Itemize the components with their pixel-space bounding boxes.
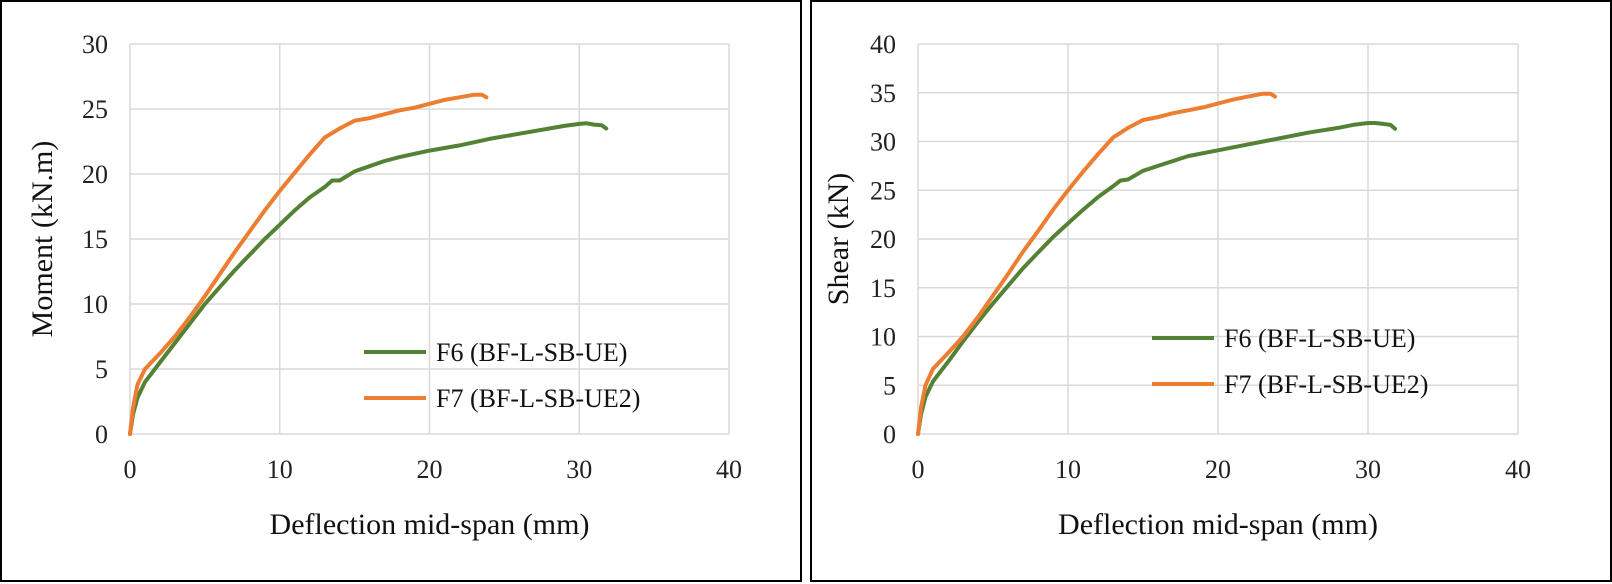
legend-label: F7 (BF-L-SB-UE2) <box>1224 370 1428 399</box>
x-tick-label: 20 <box>417 455 443 484</box>
x-tick-label: 0 <box>124 455 137 484</box>
y-tick-label: 10 <box>82 290 108 319</box>
moment-chart: 0 5 10 15 20 25 30 0 10 20 30 40 Deflection mid-span… <box>26 30 742 541</box>
x-tick-label: 30 <box>566 455 592 484</box>
y-tick-label: 5 <box>883 371 896 400</box>
x-axis-title: Deflection mid-span (mm) <box>270 508 590 541</box>
y-tick-label: 10 <box>870 323 896 352</box>
shear-chart: 0 5 10 15 20 25 30 35 40 0 10 20 30 40 Deflection mid-… <box>822 30 1531 541</box>
y-tick-label: 30 <box>870 128 896 157</box>
x-tick-label: 10 <box>1055 455 1081 484</box>
y-tick-label: 5 <box>95 355 108 384</box>
y-tick-label: 15 <box>82 225 108 254</box>
legend-label: F6 (BF-L-SB-UE) <box>436 338 627 367</box>
legend-label: F6 (BF-L-SB-UE) <box>1224 324 1415 353</box>
x-tick-label: 20 <box>1205 455 1231 484</box>
y-tick-label: 25 <box>82 95 108 124</box>
x-tick-label: 30 <box>1355 455 1381 484</box>
y-tick-label: 20 <box>82 160 108 189</box>
y-tick-label: 15 <box>870 274 896 303</box>
x-tick-label: 0 <box>912 455 925 484</box>
y-tick-label: 0 <box>95 420 108 449</box>
x-axis-title: Deflection mid-span (mm) <box>1058 508 1378 541</box>
legend-label: F7 (BF-L-SB-UE2) <box>436 384 640 413</box>
shear-chart-panel: 0 5 10 15 20 25 30 35 40 0 10 20 30 40 Deflection mid-… <box>810 0 1612 582</box>
y-axis-title: Moment (kN.m) <box>26 141 59 338</box>
y-axis-title: Shear (kN) <box>822 173 855 305</box>
series-line-f6 <box>128 121 609 436</box>
x-tick-label: 10 <box>267 455 293 484</box>
y-tick-label: 35 <box>870 79 896 108</box>
y-tick-label: 40 <box>870 30 896 59</box>
y-tick-label: 25 <box>870 176 896 205</box>
y-tick-label: 0 <box>883 420 896 449</box>
y-tick-label: 30 <box>82 30 108 59</box>
x-tick-label: 40 <box>1505 455 1531 484</box>
series-line-f6 <box>916 121 1397 436</box>
moment-chart-panel: 0 5 10 15 20 25 30 0 10 20 30 40 Deflection mid-span… <box>0 0 802 582</box>
series-line-f7 <box>916 91 1277 436</box>
x-tick-label: 40 <box>716 455 742 484</box>
y-tick-label: 20 <box>870 225 896 254</box>
series-line-f7 <box>128 92 489 436</box>
